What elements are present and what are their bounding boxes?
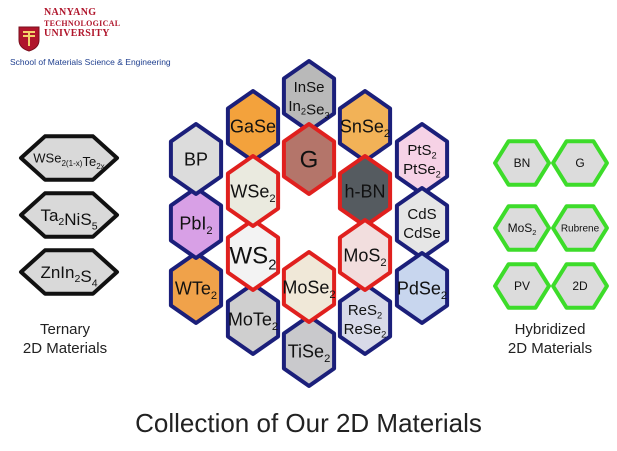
logo-line-2: TECHNOLOGICAL	[44, 19, 121, 28]
outer-hex-0	[281, 59, 337, 133]
outer-hex-label-6: TiSe2	[288, 341, 331, 365]
outer-hex-6	[281, 314, 337, 388]
outer-hex-label-1: SnSe2	[340, 116, 390, 140]
hybrid-hex-label-1: G	[575, 156, 584, 170]
logo-line-3: UNIVERSITY	[44, 28, 110, 39]
hybrid-hex-label-3: Rubrene	[561, 224, 600, 235]
hybrid-hex-label-4: PV	[514, 279, 530, 293]
center-hex-5	[225, 154, 281, 228]
ternary-hex-2	[19, 248, 119, 296]
outer-hex-5	[337, 282, 393, 356]
ternary-hex-0	[19, 134, 119, 182]
outer-hex-label-3: CdS CdSe	[403, 206, 441, 242]
outer-hex-label-2: PtS2 PtSe2	[403, 142, 441, 180]
outer-hex-label-11: GaSe	[230, 116, 276, 136]
ternary-caption: Ternary 2D Materials	[10, 320, 120, 358]
outer-hex-label-10: BP	[184, 149, 208, 169]
outer-hex-10	[168, 122, 224, 196]
logo-line-1: NANYANG	[44, 7, 97, 18]
hybrid-hex-3	[551, 204, 609, 252]
outer-hex-3	[394, 186, 450, 260]
ternary-hex-label-1: Ta2NiS5	[40, 206, 97, 233]
outer-hex-label-7: MoTe2	[228, 309, 278, 333]
outer-hex-label-0: InSe In2Se3	[288, 79, 329, 121]
center-hex-label-4: WS2	[230, 242, 277, 273]
center-hex-label-2: MoS2	[343, 245, 386, 269]
outer-hex-8	[168, 251, 224, 325]
center-hex-label-0: G	[300, 146, 319, 173]
hybridized-caption-line-1: Hybridized	[514, 321, 586, 338]
center-hex-label-3: MoSe2	[282, 277, 335, 301]
ternary-hex-1	[19, 191, 119, 239]
outer-hex-2	[394, 122, 450, 196]
hybrid-hex-label-0: BN	[514, 156, 531, 170]
hybrid-hex-0	[493, 139, 551, 187]
hybridized-caption: Hybridized 2D Materials	[490, 320, 610, 358]
center-hex-4	[225, 218, 281, 292]
center-hex-label-5: WSe2	[230, 181, 275, 205]
crest-icon	[18, 26, 40, 52]
outer-hex-label-9: PbI2	[179, 213, 212, 237]
school-name: School of Materials Science & Engineerin…	[10, 57, 171, 67]
hybrid-hex-1	[551, 139, 609, 187]
outer-hex-label-8: WTe2	[175, 278, 217, 302]
hybrid-hex-2	[493, 204, 551, 252]
outer-hex-7	[225, 282, 281, 356]
hybrid-hex-label-5: 2D	[572, 279, 588, 293]
page-title: Collection of Our 2D Materials	[135, 408, 482, 438]
hybrid-hex-4	[493, 262, 551, 310]
hybrid-hex-label-2: MoS2	[508, 221, 537, 237]
ternary-hex-label-2: ZnIn2S4	[40, 263, 97, 290]
center-hex-3	[281, 250, 337, 324]
outer-hex-9	[168, 186, 224, 260]
ternary-hex-label-0: WSe2(1-x)Te2x	[33, 151, 104, 172]
center-hex-0	[281, 122, 337, 196]
university-logo: NANYANG TECHNOLOGICAL UNIVERSITY School …	[10, 6, 210, 68]
hybridized-caption-line-2: 2D Materials	[507, 340, 593, 357]
ternary-caption-line-2: 2D Materials	[22, 340, 108, 357]
outer-hex-label-5: ReS2 ReSe2	[344, 302, 387, 340]
ternary-caption-line-1: Ternary	[39, 321, 91, 338]
center-hex-2	[337, 218, 393, 292]
outer-hex-4	[394, 251, 450, 325]
center-hex-label-1: h-BN	[344, 181, 385, 201]
hybrid-hex-5	[551, 262, 609, 310]
outer-hex-label-4: PdSe2	[397, 278, 447, 302]
